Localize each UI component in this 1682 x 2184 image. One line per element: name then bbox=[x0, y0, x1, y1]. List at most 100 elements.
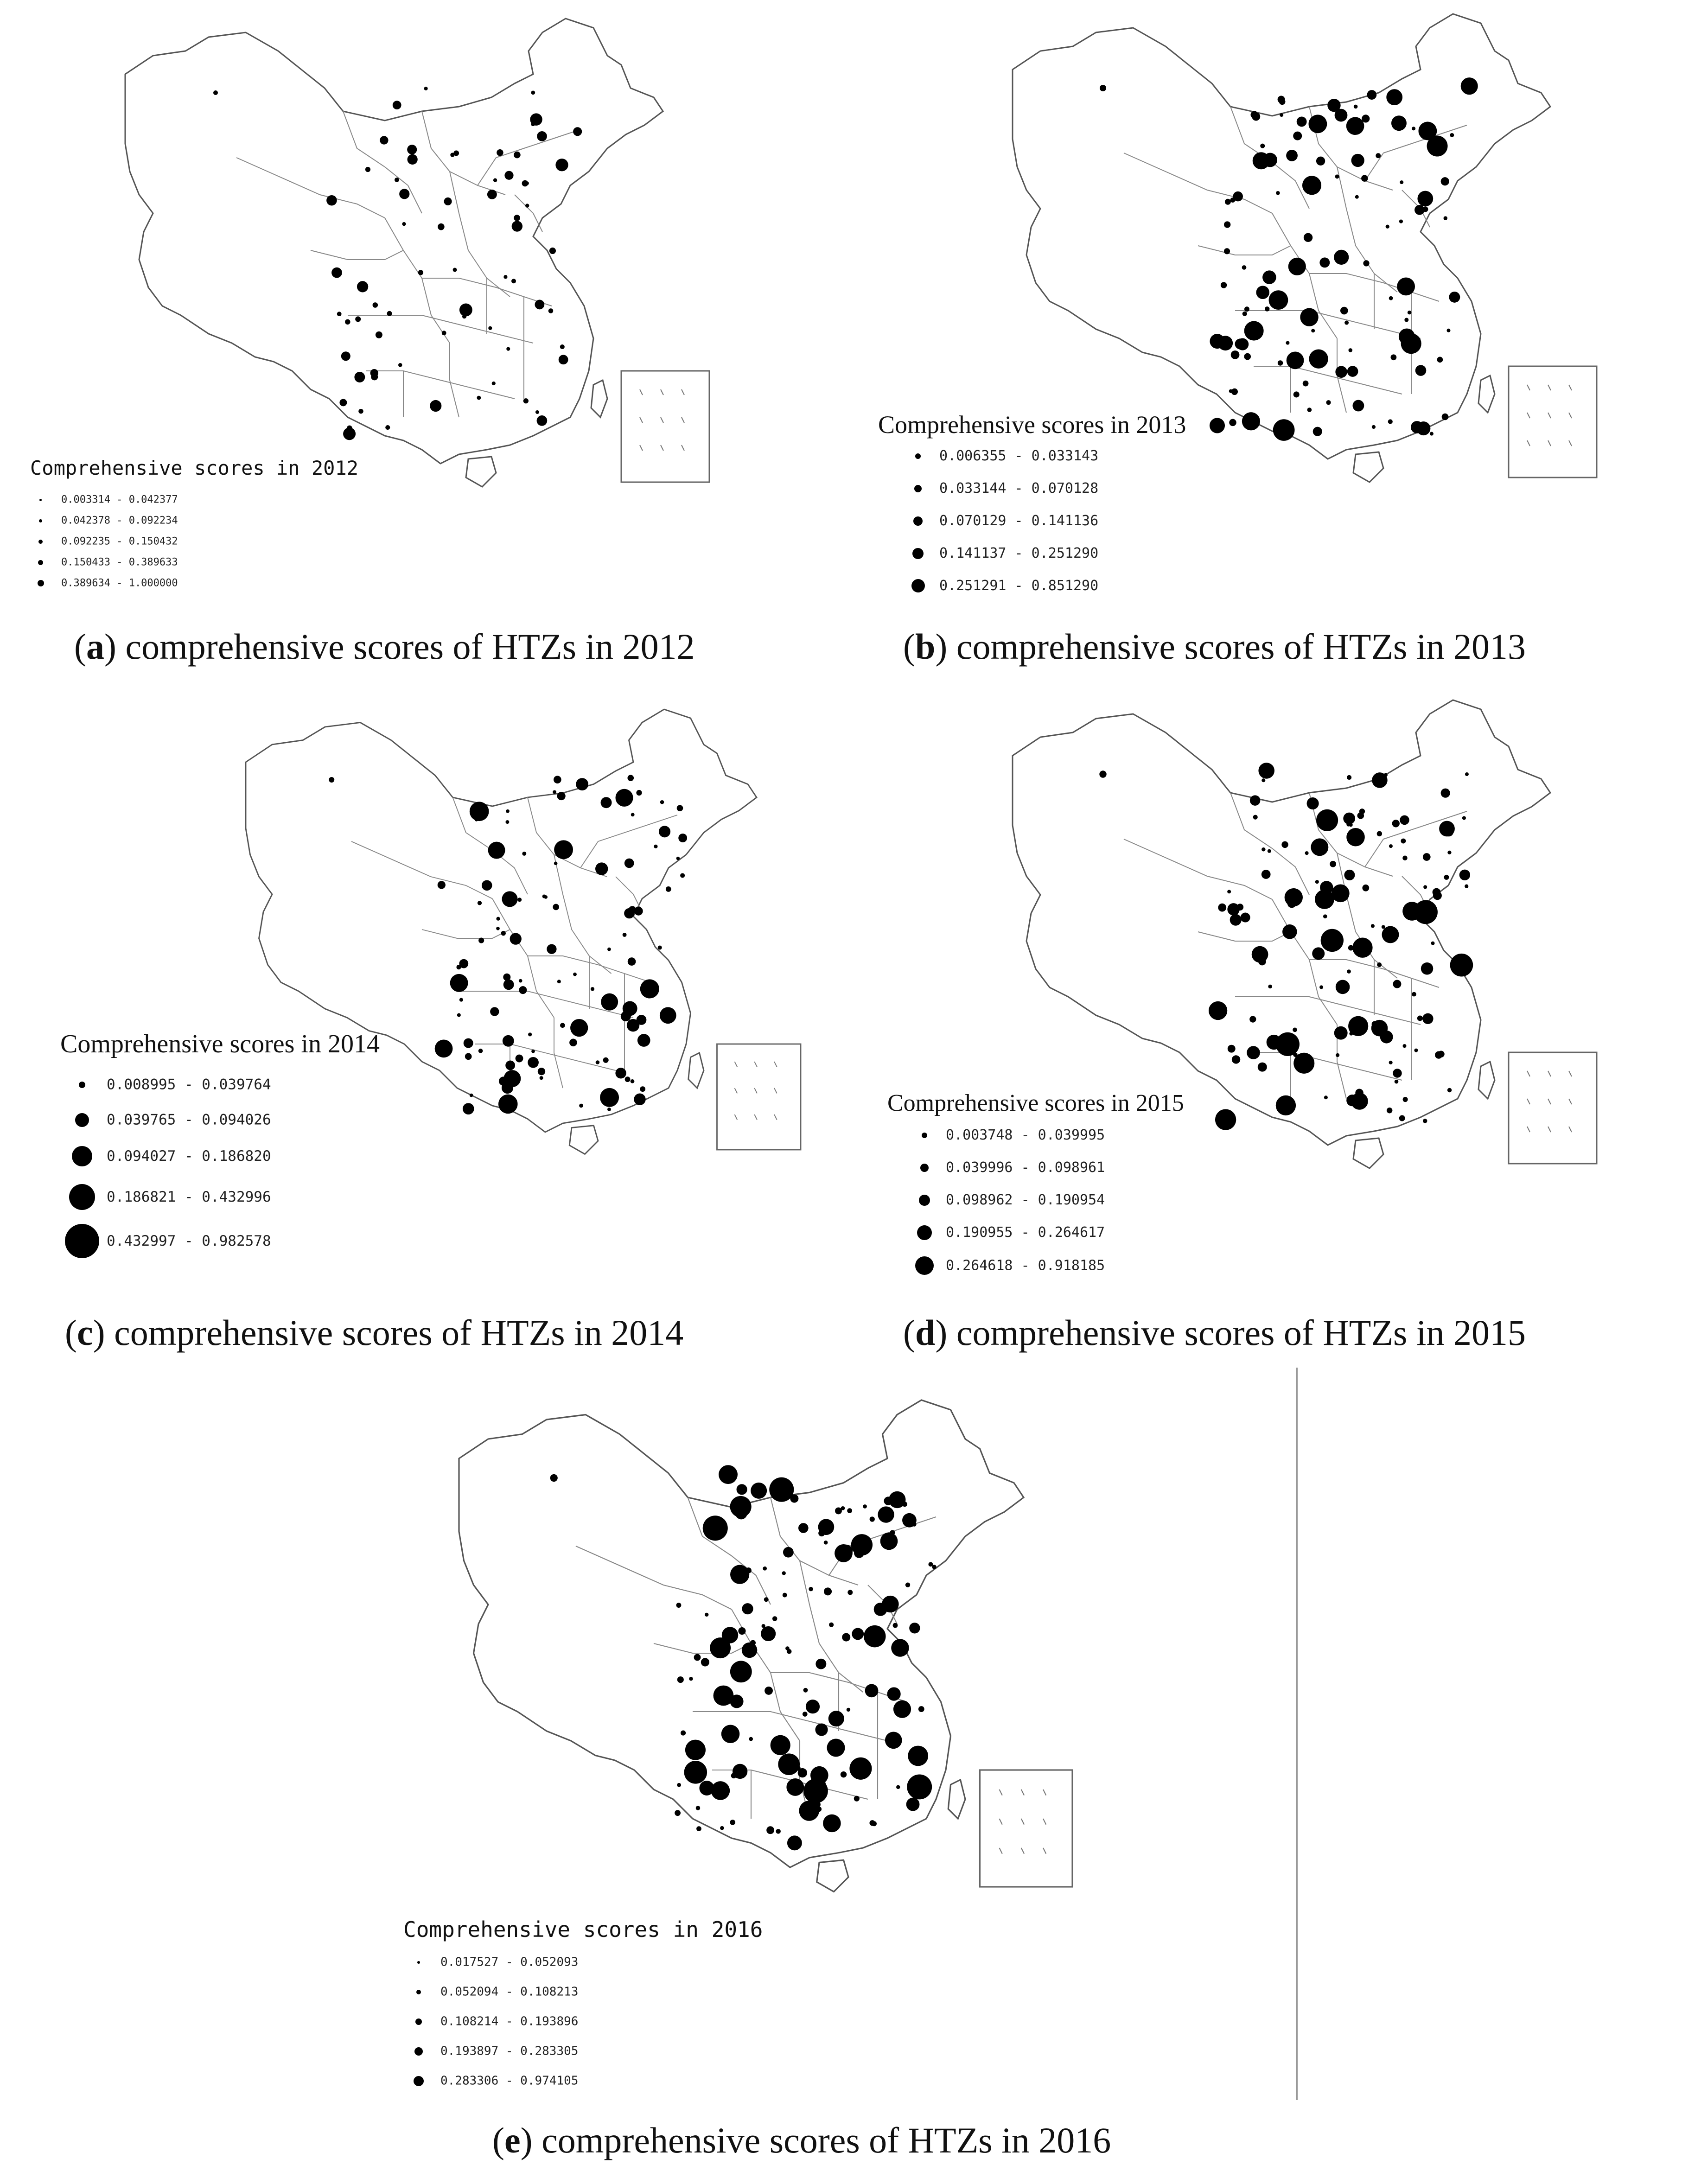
htz-point bbox=[702, 1515, 728, 1541]
china-map-2012 bbox=[124, 18, 710, 488]
htz-point bbox=[1412, 992, 1416, 997]
htz-point bbox=[1247, 1046, 1260, 1059]
htz-point bbox=[450, 153, 455, 157]
htz-point bbox=[719, 1465, 738, 1484]
htz-point bbox=[1293, 1027, 1297, 1032]
province-border bbox=[580, 815, 678, 868]
htz-point bbox=[1335, 366, 1347, 378]
htz-point bbox=[620, 1011, 631, 1022]
htz-point bbox=[550, 1474, 558, 1482]
htz-point bbox=[402, 222, 406, 226]
htz-point bbox=[685, 1739, 706, 1760]
legend-2015: Comprehensive scores in 2015 0.003748 - … bbox=[887, 1089, 1268, 1284]
htz-point bbox=[457, 1013, 461, 1017]
htz-point bbox=[547, 944, 557, 954]
htz-point bbox=[1391, 115, 1407, 131]
htz-point bbox=[519, 986, 527, 994]
legend-item: 0.186821 - 0.432996 bbox=[60, 1184, 271, 1210]
htz-point bbox=[337, 312, 342, 317]
legend-item: 0.003314 - 0.042377 bbox=[30, 494, 178, 506]
htz-point bbox=[459, 998, 463, 1002]
htz-point bbox=[1289, 1097, 1293, 1102]
htz-point bbox=[622, 933, 627, 937]
htz-point bbox=[329, 777, 335, 783]
htz-point bbox=[634, 1093, 646, 1105]
htz-point bbox=[1257, 1062, 1267, 1072]
htz-point bbox=[1258, 957, 1266, 966]
htz-point bbox=[654, 844, 658, 848]
htz-point bbox=[751, 1482, 767, 1499]
inset-dash bbox=[660, 445, 664, 451]
htz-point bbox=[341, 351, 350, 361]
htz-point bbox=[681, 1730, 686, 1736]
htz-point bbox=[553, 904, 559, 911]
taiwan-island bbox=[590, 379, 608, 419]
legend-item: 0.141137 - 0.251290 bbox=[878, 545, 1098, 561]
htz-point bbox=[640, 979, 659, 999]
htz-point bbox=[636, 790, 642, 796]
htz-point bbox=[1252, 152, 1270, 170]
htz-point bbox=[842, 1633, 851, 1642]
htz-point bbox=[1260, 143, 1265, 148]
htz-point bbox=[459, 959, 469, 968]
htz-point bbox=[1422, 853, 1431, 861]
htz-point bbox=[797, 1768, 808, 1778]
htz-point bbox=[554, 861, 558, 866]
htz-point bbox=[1236, 904, 1244, 911]
panel-b: Comprehensive scores in 2013 0.006355 - … bbox=[841, 0, 1682, 681]
htz-point bbox=[539, 1076, 543, 1080]
htz-point bbox=[478, 937, 484, 943]
legend-item: 0.042378 - 0.092234 bbox=[30, 515, 178, 527]
legend-title: Comprehensive scores in 2015 bbox=[887, 1090, 1184, 1116]
htz-point bbox=[560, 1023, 565, 1028]
province-border bbox=[1309, 273, 1440, 302]
inset-dash bbox=[1568, 1070, 1572, 1077]
htz-point bbox=[766, 1826, 775, 1834]
inset-dash bbox=[1548, 1070, 1551, 1077]
htz-point bbox=[506, 809, 510, 813]
legend-2016: Comprehensive scores in 2016 0.017527 - … bbox=[403, 1917, 784, 2102]
htz-point bbox=[892, 1623, 898, 1628]
htz-point bbox=[1346, 822, 1351, 827]
htz-point bbox=[675, 1810, 681, 1816]
htz-point bbox=[1279, 1106, 1283, 1110]
htz-point bbox=[511, 221, 523, 232]
htz-point bbox=[640, 1086, 646, 1092]
inset-dash bbox=[639, 389, 643, 395]
htz-point bbox=[1307, 408, 1312, 412]
htz-point bbox=[720, 1826, 724, 1830]
htz-point bbox=[213, 90, 218, 95]
taiwan-island bbox=[947, 1778, 966, 1820]
htz-point bbox=[1208, 1001, 1228, 1020]
htz-point bbox=[749, 1737, 753, 1741]
htz-point bbox=[696, 1826, 701, 1832]
htz-point bbox=[595, 1060, 600, 1064]
inset-dash bbox=[1527, 440, 1530, 446]
htz-point bbox=[863, 1504, 867, 1509]
htz-point bbox=[710, 1637, 731, 1659]
province-border bbox=[575, 1546, 732, 1610]
htz-point bbox=[1347, 969, 1351, 974]
province-border bbox=[1254, 1052, 1402, 1081]
htz-point bbox=[630, 1079, 635, 1083]
province-border bbox=[422, 278, 552, 306]
htz-point bbox=[496, 917, 500, 921]
htz-point bbox=[477, 901, 482, 905]
htz-point bbox=[890, 1530, 895, 1535]
htz-point bbox=[1218, 903, 1227, 912]
htz-point bbox=[847, 1590, 853, 1595]
htz-point bbox=[372, 302, 378, 308]
htz-point bbox=[1244, 321, 1264, 341]
htz-point bbox=[1324, 1095, 1328, 1100]
htz-point bbox=[1275, 1032, 1300, 1056]
htz-point bbox=[809, 1586, 813, 1592]
htz-point bbox=[735, 1507, 747, 1520]
htz-point bbox=[852, 1628, 864, 1640]
htz-point bbox=[905, 1582, 911, 1587]
htz-point bbox=[893, 1700, 911, 1718]
htz-point bbox=[742, 1603, 753, 1615]
htz-point bbox=[1230, 350, 1240, 359]
china-map-2015 bbox=[1012, 699, 1598, 1169]
htz-point bbox=[1231, 388, 1238, 395]
htz-point bbox=[815, 1723, 828, 1736]
